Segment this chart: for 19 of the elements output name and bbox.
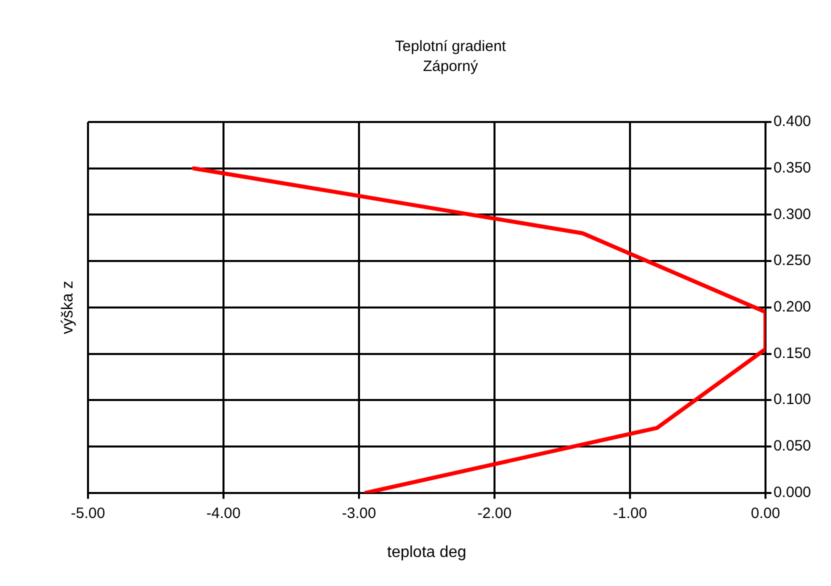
chart-subtitle: Záporný [422, 58, 479, 76]
y-tick-label: 0.400 [773, 113, 812, 130]
x-axis-title: teplota deg [387, 544, 466, 561]
x-tick-label: -5.00 [70, 504, 106, 522]
y-axis-title: výška z [59, 280, 76, 334]
y-tick-label: 0.100 [773, 391, 812, 408]
y-tick-label: 0.350 [773, 159, 812, 176]
x-tick-label: -3.00 [342, 504, 376, 522]
y-tick-label: 0.150 [773, 344, 812, 362]
y-tick-label: 0.250 [773, 252, 812, 270]
chart-title: Teplotní gradient [395, 38, 507, 56]
x-tick-label: -2.00 [477, 504, 512, 522]
x-tick-label: -1.00 [612, 504, 648, 522]
y-tick-label: 0.200 [773, 298, 812, 316]
y-tick-label: 0.050 [773, 438, 812, 455]
y-tick-label: 0.300 [773, 206, 812, 223]
x-tick-label: -4.00 [206, 504, 241, 522]
x-tick-label: 0.00 [750, 504, 780, 522]
y-tick-label: 0.000 [773, 484, 812, 501]
